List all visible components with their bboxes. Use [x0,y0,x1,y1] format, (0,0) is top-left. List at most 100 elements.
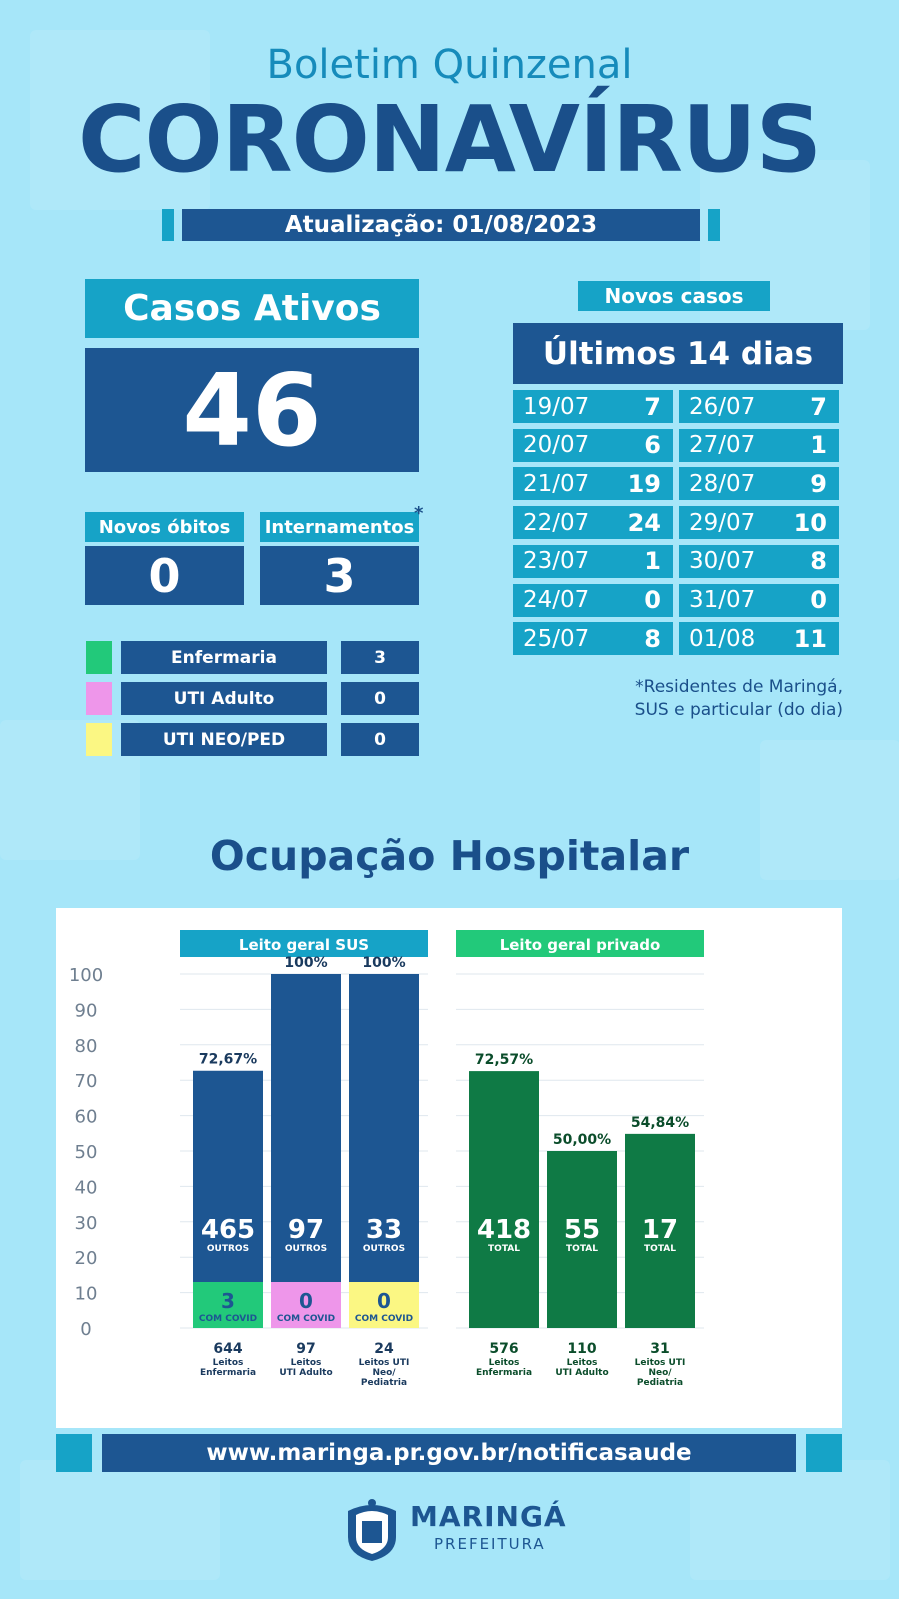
group-header-label: Leito geral SUS [239,936,369,954]
daily-case-cell: 01/08 11 [679,622,839,656]
case-date: 30/07 [689,548,756,575]
case-count: 24 [627,508,661,537]
case-date: 19/07 [523,393,590,420]
bar-category-label: Pediatria [637,1378,683,1388]
bar-others [271,974,341,1282]
residents-note-line1: *Residentes de Maringá, [635,677,843,697]
new-cases-period: Últimos 14 dias [513,323,843,384]
daily-case-cell: 29/07 10 [679,506,839,540]
bar-category-label: Leitos [291,1358,322,1368]
background-pattern [690,1460,890,1580]
case-date: 22/07 [523,509,590,536]
website-url[interactable]: www.maringa.pr.gov.br/notificasaude [102,1434,796,1472]
case-count: 0 [644,586,661,614]
daily-case-cell: 31/07 0 [679,583,839,617]
bar-others-value: 418 [477,1215,531,1245]
bar-others [547,1151,617,1328]
bar-covid-label: COM COVID [199,1314,257,1324]
case-date: 26/07 [689,393,756,420]
case-date: 20/07 [523,432,590,459]
bar-total-beds: 24 [374,1341,394,1357]
bar-category-label: Leitos UTI [635,1358,686,1368]
case-date: 31/07 [689,587,756,613]
bulletin-subtitle: Boletim Quinzenal [266,42,633,88]
bar-covid-value: 0 [299,1289,313,1313]
url-bar-accent-right [806,1434,842,1472]
bar-covid [271,1282,341,1328]
y-tick-label: 50 [75,1142,98,1163]
case-count: 6 [644,431,661,460]
bar-covid-value: 3 [221,1289,235,1313]
case-count: 8 [644,624,661,653]
y-tick-label: 70 [75,1071,98,1092]
bar-percent-label: 100% [284,955,327,971]
legend-value: 0 [341,682,419,715]
case-count: 1 [644,547,661,576]
bar-covid [193,1282,263,1328]
case-count: 0 [810,586,827,614]
bar-others-label: OUTROS [363,1244,405,1254]
daily-case-cell: 23/07 1 [513,544,673,578]
bar-percent-label: 72,67% [199,1052,257,1068]
daily-case-cell: 27/07 1 [679,428,839,462]
legend-color-swatch [86,682,112,715]
bar-category-label: Pediatria [361,1378,407,1388]
bar-percent-label: 72,57% [475,1052,533,1068]
bar-total-beds: 644 [213,1341,242,1357]
bar-category-label: Leitos UTI [359,1358,410,1368]
bar-covid [349,1282,419,1328]
bar-total-beds: 97 [296,1341,315,1357]
bar-others [469,1071,539,1328]
case-date: 23/07 [523,548,590,575]
bar-others-value: 97 [288,1215,324,1245]
update-bar-accent-right [708,209,720,241]
active-cases-label: Casos Ativos [85,279,419,338]
case-date: 24/07 [523,587,590,613]
new-deaths-value: 0 [85,546,244,605]
bar-category-label: UTI Adulto [555,1368,608,1378]
legend-value: 3 [341,641,419,674]
daily-case-cell: 25/07 8 [513,622,673,656]
bar-others-value: 17 [642,1215,678,1245]
case-count: 1 [810,431,827,460]
maringa-brand: MARINGÁ [410,1500,567,1533]
daily-case-cell: 24/07 0 [513,583,673,617]
hospitalizations-label: Internamentos [260,512,419,542]
background-crest-pattern [30,30,210,210]
bar-total-beds: 110 [567,1341,596,1357]
bar-category-label: Leitos [567,1358,598,1368]
legend-color-swatch [86,723,112,756]
bar-total-beds: 31 [650,1341,669,1357]
bar-others-value: 33 [366,1215,402,1245]
daily-case-cell: 21/07 19 [513,467,673,501]
hospitalizations-value: 3 [260,546,419,605]
legend-label: UTI NEO/PED [121,723,327,756]
legend-label: Enfermaria [121,641,327,674]
daily-case-cell: 30/07 8 [679,544,839,578]
y-tick-label: 10 [75,1284,98,1305]
background-pattern [20,1460,220,1580]
group-header [180,930,428,957]
new-cases-label: Novos casos [578,281,770,311]
bar-category-label: Leitos [213,1358,244,1368]
occupancy-chart-panel: 100 90 80 70 60 50 40 30 20 10 0 Leito geral SUS 3 CO… [56,908,842,1428]
bar-category-label: UTI Adulto [279,1368,332,1378]
bar-others [193,1070,263,1282]
bar-others-label: OUTROS [285,1244,327,1254]
y-tick-label: 60 [75,1107,98,1128]
residents-note-line2: SUS e particular (do dia) [634,700,843,720]
daily-case-cell: 20/07 6 [513,428,673,462]
y-tick-label: 20 [75,1248,98,1269]
hospitalizations-asterisk: * [414,503,424,524]
legend-color-swatch [86,641,112,674]
residents-note: *Residentes de Maringá, SUS e particular… [560,676,843,722]
case-count: 9 [810,469,827,498]
bar-covid-label: COM COVID [355,1314,413,1324]
case-date: 29/07 [689,509,756,536]
case-date: 01/08 [689,625,756,652]
case-count: 19 [627,469,661,498]
case-count: 7 [810,392,827,421]
update-bar-accent-left [162,209,174,241]
case-count: 8 [810,547,827,576]
